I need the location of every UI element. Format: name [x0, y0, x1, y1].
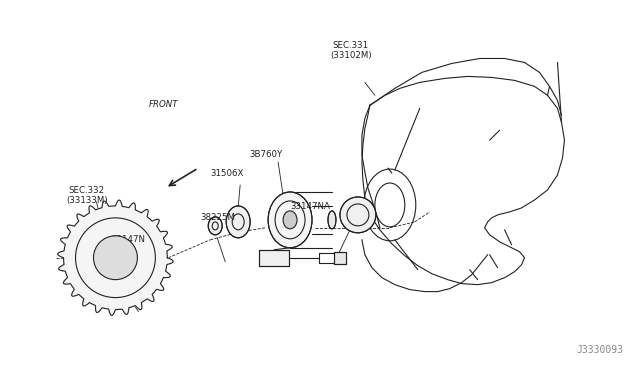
Text: SEC.332
(33133M): SEC.332 (33133M): [66, 186, 108, 205]
Text: 31506X: 31506X: [211, 169, 244, 177]
Bar: [259, 250, 289, 266]
Circle shape: [340, 197, 376, 233]
Bar: [334, 252, 346, 264]
Bar: [259, 250, 289, 266]
Polygon shape: [58, 200, 173, 315]
Circle shape: [93, 236, 138, 280]
Ellipse shape: [268, 192, 312, 248]
Text: SEC.331
(33102M): SEC.331 (33102M): [330, 41, 371, 60]
Text: 33147NA: 33147NA: [291, 202, 330, 211]
Bar: [334, 252, 346, 264]
Text: J3330093: J3330093: [577, 344, 623, 355]
Ellipse shape: [328, 211, 336, 229]
Text: 38225M: 38225M: [200, 213, 236, 222]
Text: FRONT: FRONT: [148, 100, 179, 109]
Ellipse shape: [226, 206, 250, 238]
Ellipse shape: [283, 211, 297, 229]
Ellipse shape: [208, 217, 222, 235]
Text: 3B760Y: 3B760Y: [249, 150, 282, 159]
Text: 33147N: 33147N: [111, 235, 145, 244]
